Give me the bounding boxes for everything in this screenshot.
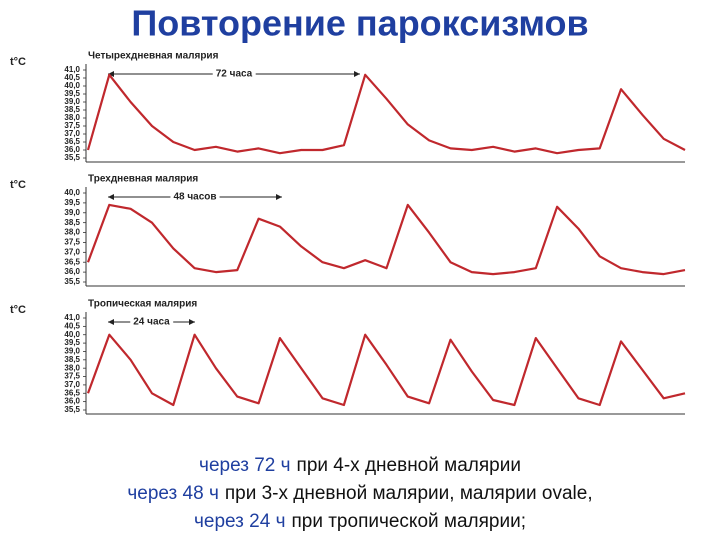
y-tick-label: 36,5 [64,137,80,146]
temperature-line [86,333,686,407]
y-tick-label: 38,0 [64,113,80,122]
y-tick-label: 40,5 [64,73,80,82]
y-tick-label: 40,5 [64,321,80,330]
caption-highlight: через 48 ч [127,483,219,504]
y-tick-label: 40,0 [64,81,80,90]
y-tick-label: 37,0 [64,380,80,389]
y-tick-label: 39,5 [64,89,80,98]
caption: через 72 ч при 4-х дневной малярии через 4… [0,452,720,536]
y-axis-label: t°C [10,179,26,191]
chart-title: Четырехдневная малярия [88,51,219,62]
y-tick-label: 38,0 [64,363,80,372]
label-bg [212,68,256,80]
charts: Повторение пароксизмов Четырехдневная ма… [10,3,686,415]
y-tick-label: 37,5 [64,372,80,381]
y-tick-label: 38,5 [64,105,80,114]
temperature-line [86,73,686,155]
caption-highlight: через 72 ч [199,455,291,476]
caption-line: через 24 ч при тропической малярии; [0,508,720,536]
temperature-line [86,203,686,276]
label-bg [130,316,174,328]
caption-highlight: через 24 ч [194,511,286,532]
chart-title: Тропическая малярия [88,299,197,310]
y-tick-label: 35,5 [64,277,80,286]
y-tick-label: 41,0 [64,65,80,74]
y-tick-label: 40,0 [64,188,80,197]
y-tick-label: 39,0 [64,347,80,356]
y-tick-label: 36,5 [64,257,80,266]
interval-label: 24 часа [133,317,170,328]
y-tick-label: 35,5 [64,405,80,414]
y-tick-label: 39,0 [64,208,80,217]
y-tick-label: 36,0 [64,267,80,276]
y-tick-label: 39,5 [64,338,80,347]
y-tick-label: 36,0 [64,145,80,154]
y-tick-label: 37,5 [64,238,80,247]
y-tick-label: 36,5 [64,388,80,397]
y-tick-label: 38,5 [64,355,80,364]
caption-text: при 4-х дневной малярии [296,455,521,476]
interval-label: 48 часов [173,192,216,203]
y-tick-label: 37,5 [64,121,80,130]
caption-line: через 72 ч при 4-х дневной малярии [0,452,720,480]
y-tick-label: 39,5 [64,198,80,207]
y-tick-label: 35,5 [64,153,80,162]
y-tick-label: 39,0 [64,97,80,106]
interval-label: 72 часа [216,69,253,80]
y-axis-label: t°C [10,304,26,316]
chart-title: Трехдневная малярия [88,174,198,185]
y-axis-label: t°C [10,56,26,68]
caption-line: через 48 ч при 3-х дневной малярии, маляр… [0,480,720,508]
y-tick-label: 41,0 [64,313,80,322]
label-bg [170,191,220,203]
caption-text: при тропической малярии; [291,511,526,532]
y-tick-label: 40,0 [64,330,80,339]
y-tick-label: 38,5 [64,218,80,227]
caption-text: при 3-х дневной малярии, малярии ovale, [224,483,593,504]
y-tick-label: 36,0 [64,397,80,406]
y-tick-label: 38,0 [64,228,80,237]
y-tick-label: 37,0 [64,247,80,256]
slide-title: Повторение пароксизмов [131,3,588,44]
y-tick-label: 37,0 [64,129,80,138]
